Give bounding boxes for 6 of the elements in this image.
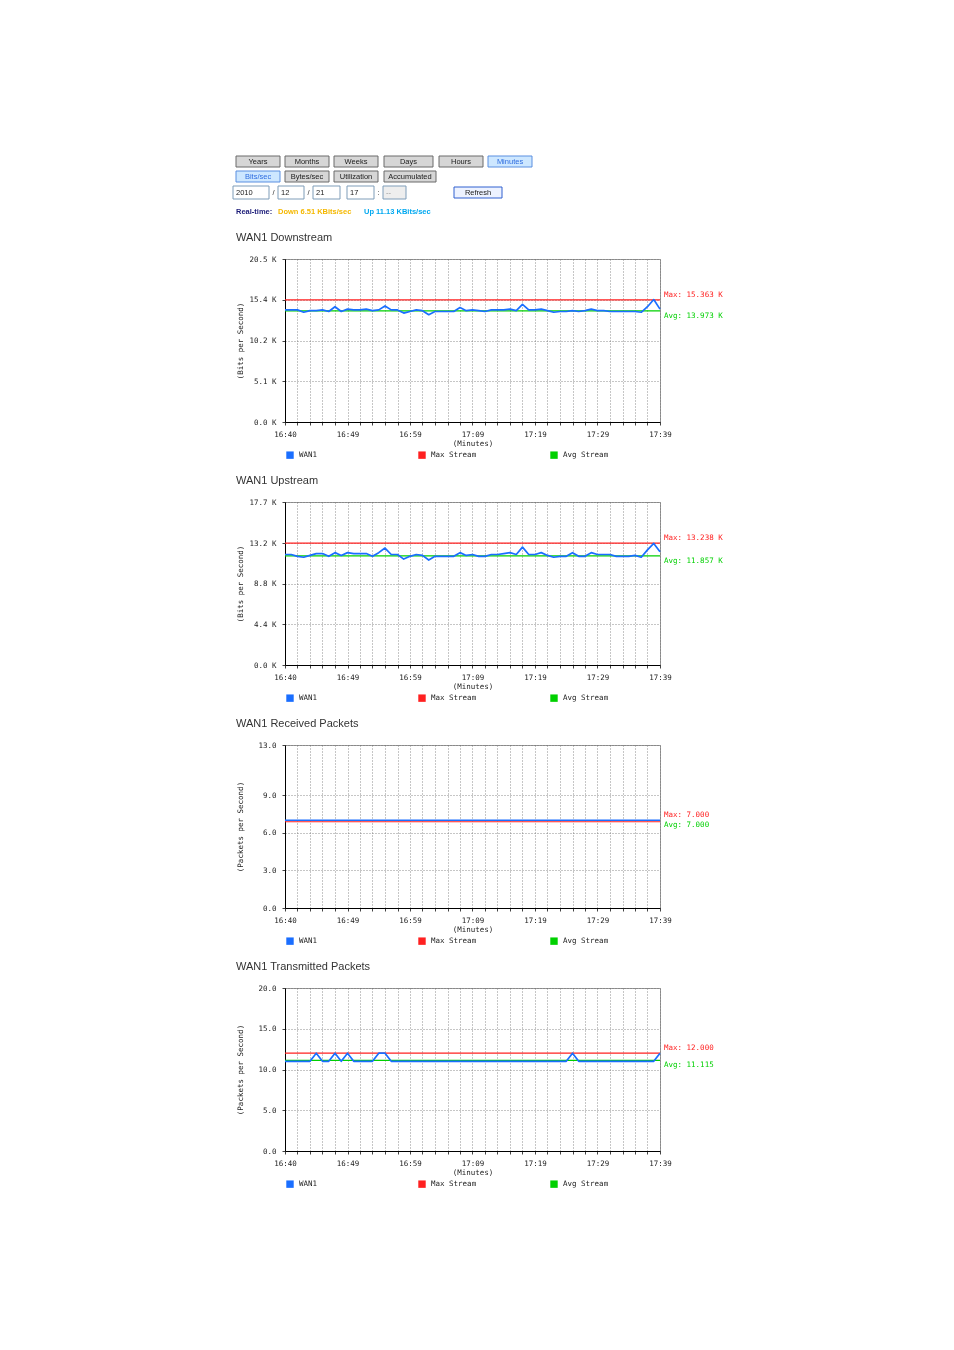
- line-series: [284, 298, 661, 316]
- line-series: [284, 542, 661, 561]
- chart-title: WAN1 Received Packets: [236, 717, 359, 729]
- chart-title: WAN1 Transmitted Packets: [236, 960, 371, 972]
- chart-title: WAN1 Downstream: [236, 231, 333, 243]
- chart-title: WAN1 Upstream: [236, 474, 319, 486]
